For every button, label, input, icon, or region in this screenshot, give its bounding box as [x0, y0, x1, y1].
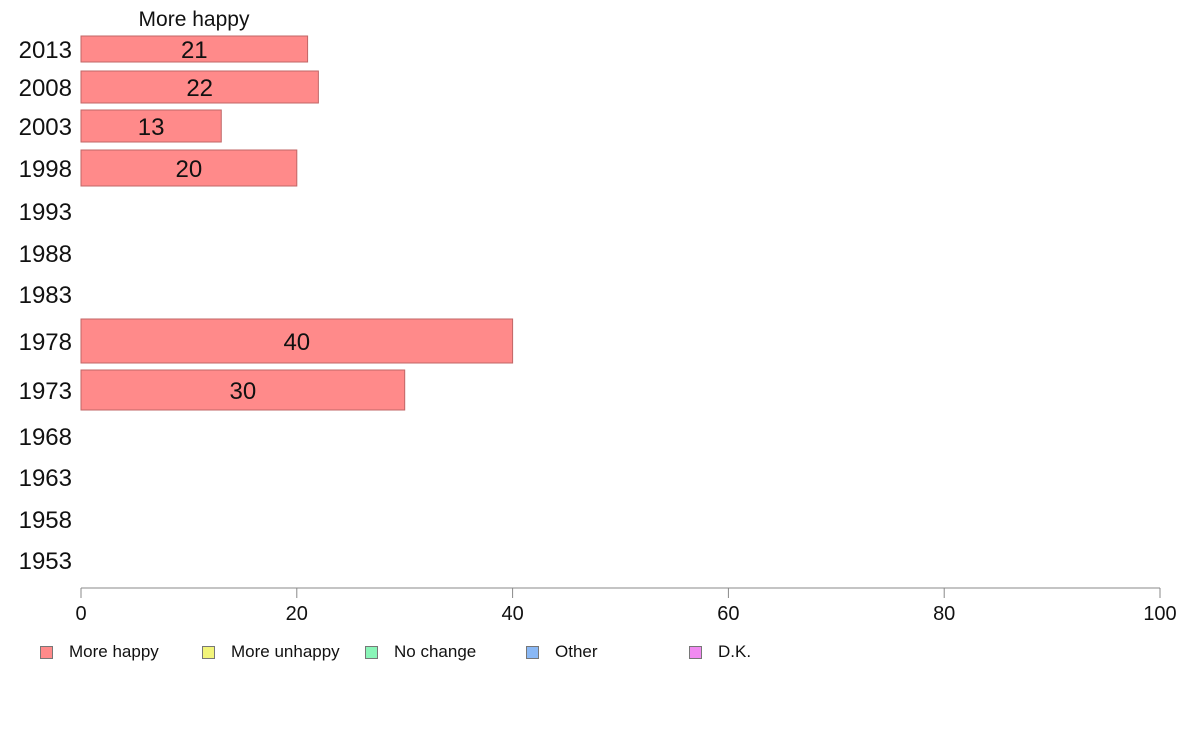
- bar-2013: [80, 35, 309, 63]
- y-tick-label-1963: 1963: [19, 465, 72, 492]
- legend-item-more-happy: More happy: [40, 641, 159, 663]
- y-tick-label-2013: 2013: [19, 37, 72, 64]
- legend: More happy More unhappy No change Other …: [40, 641, 840, 665]
- y-tick-label-2003: 2003: [19, 114, 72, 141]
- y-tick-label-1998: 1998: [19, 156, 72, 183]
- y-tick-label-1958: 1958: [19, 507, 72, 534]
- x-axis: 0 20 40 60 80 100: [75, 587, 1177, 625]
- legend-swatch-other: [526, 645, 539, 659]
- bar-value-label-1978: 40: [283, 329, 310, 356]
- legend-item-dk: D.K.: [689, 641, 751, 663]
- x-tick-label-100: 100: [1143, 603, 1176, 625]
- legend-swatch-no-change: [365, 645, 378, 659]
- legend-label-dk: D.K.: [718, 642, 752, 661]
- y-tick-label-1988: 1988: [19, 241, 72, 268]
- chart-title: More happy: [139, 8, 250, 31]
- bar-1973: [80, 369, 406, 411]
- legend-item-other: Other: [526, 641, 598, 663]
- bar-1998: [80, 149, 298, 187]
- y-tick-label-2008: 2008: [19, 75, 72, 102]
- x-tick-label-0: 0: [75, 603, 86, 625]
- bar-value-label-1998: 20: [176, 156, 203, 183]
- legend-item-more-unhappy: More unhappy: [202, 641, 340, 663]
- x-tick-label-80: 80: [933, 603, 955, 625]
- chart-rows: 2013 21 2008 22 2003 13 1998 20 1993 1988 1983 1978…: [19, 35, 514, 575]
- y-tick-label-1983: 1983: [19, 282, 72, 309]
- y-tick-label-1968: 1968: [19, 424, 72, 451]
- legend-label-other: Other: [555, 642, 598, 661]
- y-tick-label-1978: 1978: [19, 329, 72, 356]
- bar-value-label-2003: 13: [138, 114, 165, 141]
- y-tick-label-1993: 1993: [19, 199, 72, 226]
- y-tick-label-1973: 1973: [19, 378, 72, 405]
- y-tick-label-1953: 1953: [19, 548, 72, 575]
- bar-2008: [80, 70, 319, 104]
- bar-value-label-1973: 30: [229, 378, 256, 405]
- x-tick-label-20: 20: [286, 603, 308, 625]
- bar-2003: [80, 109, 222, 143]
- bar-value-label-2008: 22: [186, 75, 213, 102]
- legend-swatch-more-unhappy: [202, 645, 215, 659]
- bar-value-label-2013: 21: [181, 37, 208, 64]
- legend-swatch-more-happy: [40, 645, 53, 659]
- bar-1978: [80, 318, 514, 364]
- x-tick-label-40: 40: [501, 603, 523, 625]
- legend-label-no-change: No change: [394, 642, 477, 661]
- x-tick-label-60: 60: [717, 603, 739, 625]
- legend-label-more-happy: More happy: [69, 642, 159, 661]
- legend-item-no-change: No change: [365, 641, 476, 663]
- legend-label-more-unhappy: More unhappy: [231, 642, 340, 661]
- legend-swatch-dk: [689, 645, 702, 659]
